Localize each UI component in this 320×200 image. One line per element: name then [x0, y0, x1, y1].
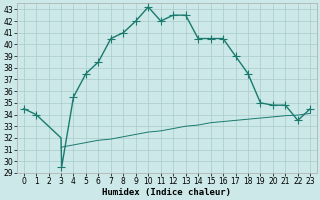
X-axis label: Humidex (Indice chaleur): Humidex (Indice chaleur) [102, 188, 231, 197]
